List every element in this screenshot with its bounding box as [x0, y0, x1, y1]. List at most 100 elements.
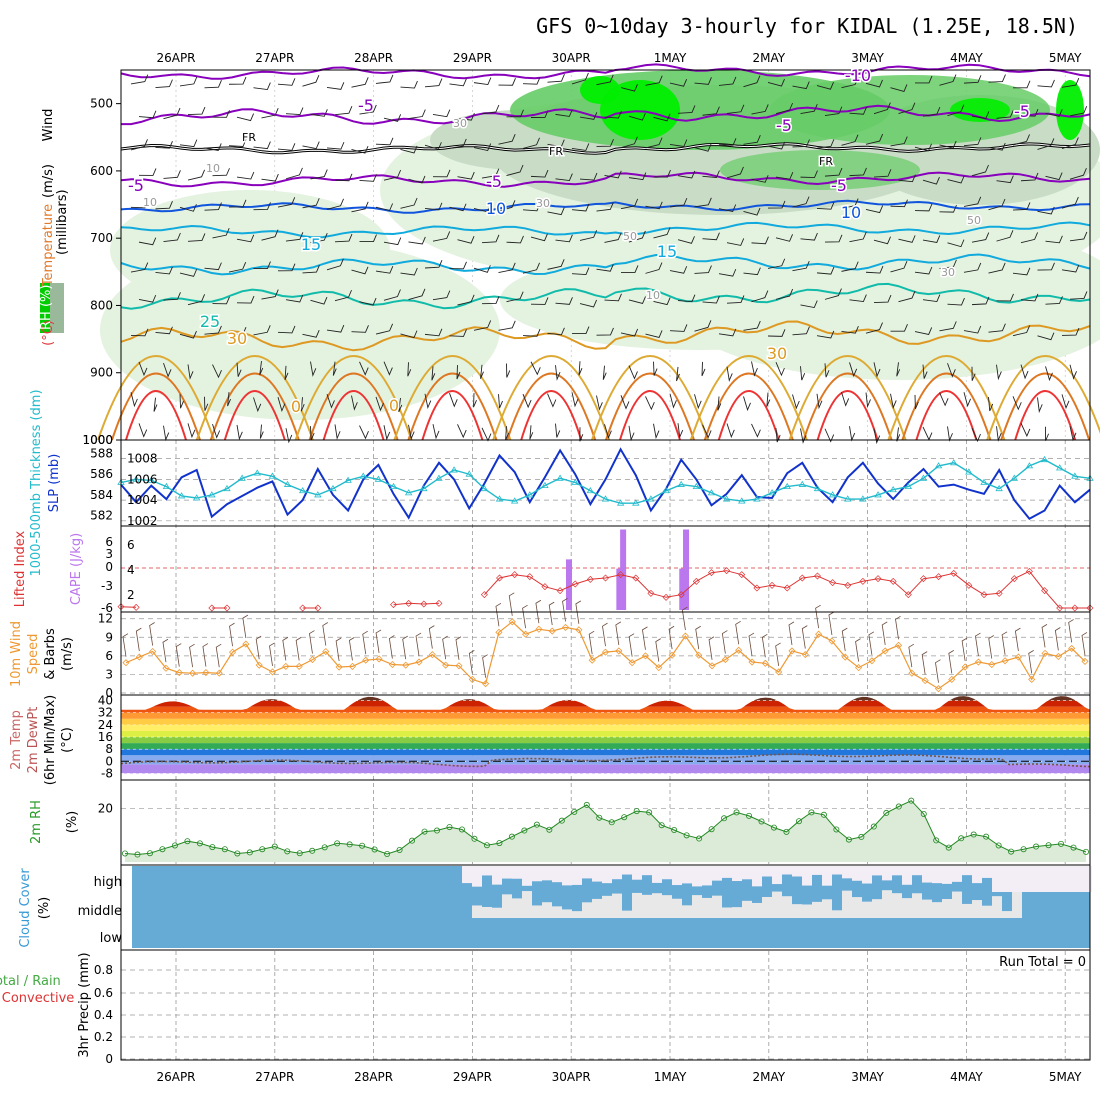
li-point — [435, 599, 443, 607]
wind-barb — [163, 232, 181, 242]
wind-barb — [155, 201, 173, 210]
wind-barb — [375, 396, 384, 412]
bottom-date-label: 28APR — [354, 1070, 393, 1084]
wind-barb-10m — [668, 625, 675, 650]
wind-barb — [285, 294, 304, 303]
temp-ylabel-part: 2m DewPt — [26, 707, 41, 774]
cloud-mid-clear — [772, 891, 782, 918]
wind-barb — [922, 176, 940, 185]
wind-barb — [751, 236, 769, 245]
wind-barb-10m — [815, 604, 821, 629]
wind-barb — [571, 72, 589, 85]
rh-point — [1020, 846, 1027, 853]
wind-barb — [677, 236, 695, 244]
wind-barb — [604, 110, 622, 119]
wind-barb-10m — [535, 599, 542, 624]
cloud-high-clear — [1032, 866, 1042, 892]
contour-label: -5 — [358, 96, 374, 115]
cloud-mid-clear — [582, 902, 592, 918]
wind-barb — [555, 109, 573, 117]
thickness-tick-label: 582 — [90, 509, 113, 523]
contour-label: 10 — [143, 196, 157, 209]
wind-barb — [400, 197, 418, 209]
li-label: Lifted Index — [13, 530, 28, 607]
wind-barb — [596, 202, 614, 212]
wind-barb — [285, 167, 303, 180]
cloud-high-clear — [642, 866, 652, 876]
wind-barb — [547, 393, 557, 408]
wind-barb — [898, 102, 916, 115]
wind-barb — [579, 112, 598, 120]
bottom-date-label: 27APR — [255, 1070, 294, 1084]
wind-barb-10m — [162, 638, 169, 663]
wind-barb — [824, 428, 835, 443]
rh-point — [471, 835, 478, 842]
wind-barb — [326, 198, 344, 210]
rh-point — [1058, 840, 1065, 847]
wind-barb — [922, 426, 933, 441]
cloud-high-clear — [532, 866, 542, 882]
wind-barb — [334, 233, 353, 243]
wind-barb — [130, 139, 148, 151]
wind-barb — [400, 80, 418, 89]
wind-barb — [841, 77, 859, 89]
li-point — [707, 569, 715, 577]
wind-barb — [751, 423, 761, 438]
cloud-mid-clear — [842, 890, 852, 918]
wind-barb-10m — [1014, 627, 1021, 652]
cloud-high-clear — [722, 866, 732, 878]
wind-barb — [766, 392, 771, 407]
wind-barb — [694, 197, 712, 208]
wind-barb — [334, 289, 352, 302]
temperature-arc — [689, 355, 808, 441]
cloud-high-clear — [902, 866, 912, 885]
wind-barb-10m — [615, 621, 622, 645]
wind-barb — [473, 77, 492, 86]
wind-barb — [571, 392, 579, 408]
rh-unit: (%) — [65, 811, 80, 834]
wind-barb — [155, 326, 173, 335]
wind-ylabel: 10m Wind Speed & Barbs (m/s) — [9, 621, 75, 687]
wind-barb — [326, 393, 335, 409]
thickness-point — [677, 480, 685, 487]
wind-barb — [628, 425, 635, 442]
cloud-high-clear — [702, 866, 712, 886]
wind-barb-10m — [362, 630, 368, 655]
wind-barb — [375, 265, 394, 274]
wind-barb — [726, 238, 745, 246]
wind-barb — [596, 138, 614, 147]
li-point — [768, 581, 776, 589]
contour-label: 30 — [536, 197, 550, 210]
wind-barb — [130, 392, 138, 408]
cloud-ylabel: Cloud Cover — [18, 868, 33, 948]
wind-barb — [751, 175, 769, 183]
cloud-high-clear — [472, 866, 482, 887]
cloud-mid-clear — [552, 906, 562, 918]
wind-barb — [620, 328, 639, 337]
temp-tick-label: 32 — [98, 706, 113, 720]
wind-barb — [653, 113, 671, 122]
wind-barb — [212, 227, 230, 239]
wind-tick-label: 6 — [105, 649, 113, 663]
cloud-high-clear — [802, 866, 812, 886]
wind-barb — [1045, 172, 1063, 181]
cape-ylabel: Lifted Index CAPE (J/kg) — [13, 530, 84, 607]
wind-barb — [457, 112, 475, 121]
temperature-arc — [393, 355, 512, 441]
wind-barb-10m — [948, 650, 955, 674]
li-point — [753, 584, 761, 592]
rh-point — [496, 840, 503, 847]
thickness-point — [1010, 474, 1019, 481]
top-date-label: 29APR — [453, 51, 492, 65]
wind-barb — [628, 296, 646, 304]
wind-barb — [408, 109, 426, 120]
wind-barb — [334, 173, 353, 182]
cloud-high-clear — [892, 866, 902, 876]
wind-barb — [555, 173, 573, 182]
li-tick-label: -3 — [101, 579, 113, 593]
bottom-date-label: 1MAY — [654, 1070, 687, 1084]
contour-label: 30 — [941, 266, 955, 279]
rh-point — [434, 827, 441, 834]
wind-barb — [359, 234, 377, 243]
rh-point — [396, 847, 403, 854]
